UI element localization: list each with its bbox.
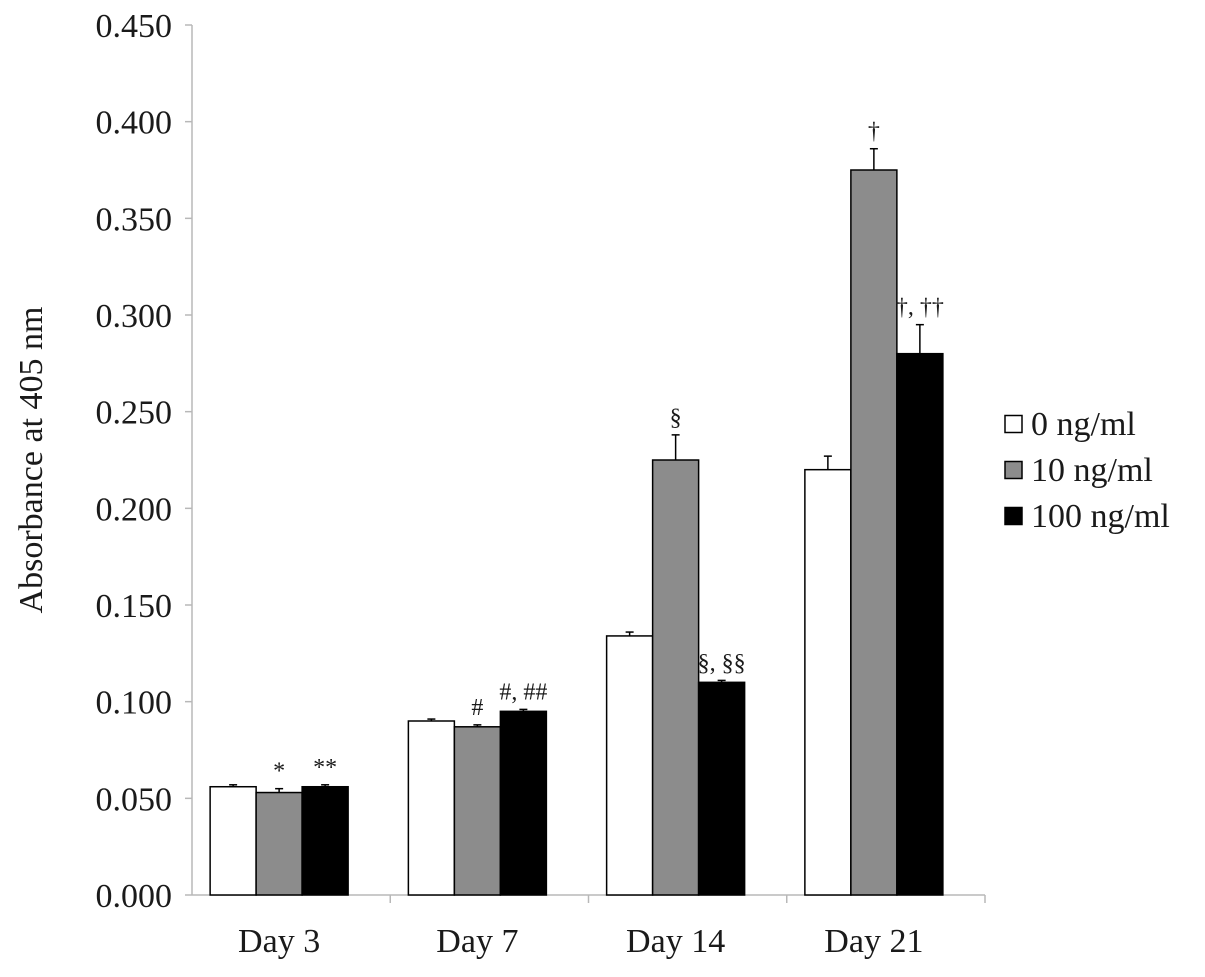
bar — [850, 169, 898, 896]
bar — [804, 468, 852, 896]
significance-annotation: #, ## — [499, 679, 547, 705]
significance-annotation: § — [670, 405, 682, 431]
y-tick-label: 0.300 — [96, 298, 173, 335]
y-tick-label: 0.000 — [96, 878, 173, 915]
bar — [209, 785, 257, 896]
bar — [605, 635, 654, 896]
bar — [651, 459, 700, 896]
y-tick-label: 0.450 — [96, 8, 173, 45]
y-tick-label: 0.250 — [96, 395, 173, 432]
bar — [255, 791, 303, 896]
bar — [697, 681, 746, 896]
legend-label: 10 ng/ml — [1031, 452, 1153, 489]
x-category-label: Day 3 — [238, 923, 320, 960]
bar — [896, 352, 944, 896]
x-category-label: Day 14 — [626, 923, 725, 960]
y-tick-label: 0.050 — [96, 781, 173, 818]
significance-annotation: † — [868, 119, 880, 145]
bars: * **##, ##§§, §§††, †† — [209, 119, 944, 896]
x-category-label: Day 7 — [436, 923, 518, 960]
legend-swatch — [1004, 414, 1023, 434]
y-tick-label: 0.400 — [96, 105, 173, 142]
bar — [301, 785, 349, 896]
y-tick-label: 0.100 — [96, 685, 173, 722]
significance-annotation: ** — [313, 755, 337, 781]
legend-label: 100 ng/ml — [1031, 498, 1170, 535]
significance-annotation: §, §§ — [698, 650, 746, 676]
bar — [407, 720, 456, 896]
significance-annotation: * — [273, 759, 285, 785]
x-category-label: Day 21 — [824, 923, 923, 960]
legend-swatch — [1004, 506, 1023, 526]
bar — [453, 726, 502, 896]
y-tick-label: 0.200 — [96, 491, 173, 528]
axes: 0.000 0.050 0.100 0.150 0.200 0.250 0.300 0.350… — [13, 8, 986, 960]
legend: 0 ng/ml 10 ng/ml 100 ng/ml — [1004, 406, 1170, 535]
y-tick-label: 0.150 — [96, 588, 173, 625]
legend-label: 0 ng/ml — [1031, 406, 1136, 443]
y-tick-label: 0.350 — [96, 201, 173, 238]
significance-annotation: # — [471, 695, 483, 721]
bar — [499, 710, 548, 896]
legend-swatch — [1004, 460, 1023, 480]
y-axis-title: Absorbance at 405 nm — [13, 307, 50, 614]
significance-annotation: †, †† — [896, 295, 944, 321]
